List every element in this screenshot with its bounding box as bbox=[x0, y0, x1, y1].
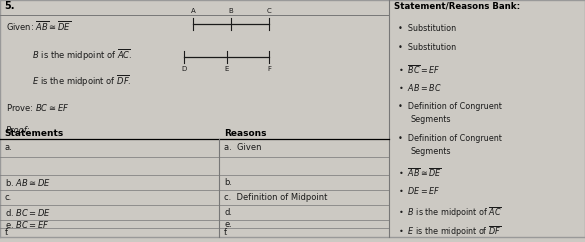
Text: Statements: Statements bbox=[5, 129, 64, 138]
Text: Reasons: Reasons bbox=[224, 129, 267, 138]
Text: •  Definition of Congruent: • Definition of Congruent bbox=[398, 102, 502, 111]
Text: b. $AB \cong DE$: b. $AB \cong DE$ bbox=[5, 177, 51, 188]
Text: •  $B$ is the midpoint of $\overline{AC}$: • $B$ is the midpoint of $\overline{AC}$ bbox=[398, 205, 501, 220]
Text: 5.: 5. bbox=[5, 1, 15, 11]
Text: A: A bbox=[191, 8, 195, 14]
Text: •  Definition of Congruent: • Definition of Congruent bbox=[398, 134, 502, 143]
Text: •  $DE = EF$: • $DE = EF$ bbox=[398, 185, 441, 196]
Text: Prove: $BC \cong EF$: Prove: $BC \cong EF$ bbox=[6, 102, 69, 113]
Text: $E$ is the midpoint of $\overline{DF}$.: $E$ is the midpoint of $\overline{DF}$. bbox=[11, 74, 131, 89]
Text: c.: c. bbox=[5, 193, 12, 202]
Text: f.: f. bbox=[224, 228, 229, 237]
Text: f.: f. bbox=[5, 228, 10, 237]
Text: E: E bbox=[225, 67, 229, 73]
Text: F: F bbox=[267, 67, 271, 73]
Text: D: D bbox=[182, 67, 187, 73]
Text: •  Substitution: • Substitution bbox=[398, 43, 456, 52]
Text: Proof:: Proof: bbox=[6, 126, 30, 135]
Text: c.  Definition of Midpoint: c. Definition of Midpoint bbox=[224, 193, 328, 202]
Text: e. $BC = EF$: e. $BC = EF$ bbox=[5, 219, 49, 229]
Text: Segments: Segments bbox=[411, 147, 451, 156]
Text: a.: a. bbox=[5, 143, 12, 152]
Text: •  $\overline{BC} = EF$: • $\overline{BC} = EF$ bbox=[398, 63, 441, 76]
Text: Statement/Reasons Bank:: Statement/Reasons Bank: bbox=[394, 1, 520, 10]
Text: e.: e. bbox=[224, 219, 232, 228]
Text: $B$ is the midpoint of $\overline{AC}$.: $B$ is the midpoint of $\overline{AC}$. bbox=[11, 47, 132, 62]
Text: b.: b. bbox=[224, 178, 232, 187]
Text: B: B bbox=[229, 8, 233, 14]
Text: •  $AB = BC$: • $AB = BC$ bbox=[398, 82, 442, 93]
Text: •  Substitution: • Substitution bbox=[398, 24, 456, 33]
Text: Given: $\overline{AB} \cong \overline{DE}$: Given: $\overline{AB} \cong \overline{DE… bbox=[6, 19, 71, 33]
Text: a.  Given: a. Given bbox=[224, 143, 261, 152]
Text: •  $\overline{AB} \cong \overline{DE}$: • $\overline{AB} \cong \overline{DE}$ bbox=[398, 166, 442, 179]
Text: d. $BC = DE$: d. $BC = DE$ bbox=[5, 207, 51, 218]
Text: Segments: Segments bbox=[411, 115, 451, 124]
Text: •  $E$ is the midpoint of $\overline{DF}$: • $E$ is the midpoint of $\overline{DF}$ bbox=[398, 224, 501, 239]
Text: C: C bbox=[267, 8, 271, 14]
Text: d.: d. bbox=[224, 208, 232, 217]
